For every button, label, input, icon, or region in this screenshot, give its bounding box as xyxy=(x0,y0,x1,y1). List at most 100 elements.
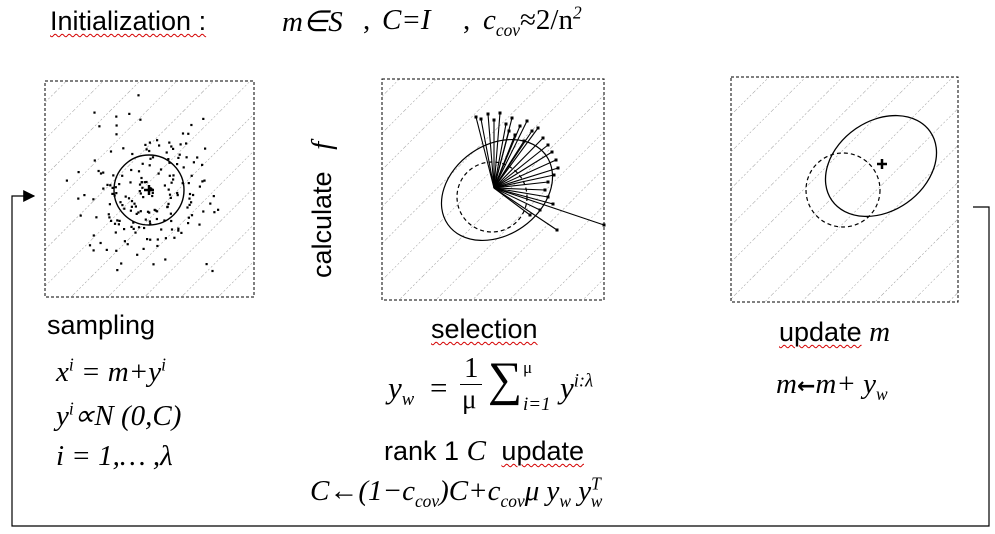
sep-2: , xyxy=(463,4,471,36)
sample-point xyxy=(177,229,180,232)
sample-point xyxy=(217,208,220,211)
sample-point xyxy=(102,187,105,190)
sample-point xyxy=(170,181,173,184)
sample-point xyxy=(143,181,146,184)
sample-point xyxy=(139,192,142,195)
sample-point xyxy=(181,182,184,185)
selected-point xyxy=(504,122,508,126)
sample-point xyxy=(133,202,136,205)
sample-point xyxy=(119,201,122,204)
sample-point xyxy=(83,194,86,197)
sample-point xyxy=(178,153,181,156)
sample-point xyxy=(168,193,172,196)
sample-point xyxy=(109,184,112,187)
sample-point xyxy=(163,219,166,222)
sample-point xyxy=(176,194,179,197)
sample-point xyxy=(97,169,100,173)
selection-vectors xyxy=(474,111,606,232)
sample-point xyxy=(65,179,68,182)
sample-point xyxy=(164,258,167,261)
sample-point xyxy=(146,238,149,241)
sample-point xyxy=(203,179,206,182)
sample-point xyxy=(111,186,114,189)
selected-point xyxy=(474,115,478,119)
sample-point xyxy=(167,158,170,161)
selection-vector xyxy=(493,137,544,189)
sample-point xyxy=(202,210,205,213)
sample-point xyxy=(88,244,92,247)
selection-vector xyxy=(493,181,549,189)
selected-point xyxy=(541,136,545,140)
sampling-points xyxy=(65,94,220,273)
sample-point xyxy=(182,166,185,169)
update-panel xyxy=(730,76,959,303)
sample-point xyxy=(155,217,158,221)
sample-point xyxy=(190,123,193,127)
selection-vector xyxy=(493,127,539,189)
selected-point xyxy=(510,116,514,120)
sample-point xyxy=(157,172,160,175)
update-m-label: update m xyxy=(779,316,891,348)
sample-point xyxy=(115,124,118,127)
sample-point xyxy=(181,132,185,135)
sample-point xyxy=(156,210,159,213)
sample-point xyxy=(185,156,188,159)
selection-label: selection xyxy=(431,314,538,344)
sample-point xyxy=(128,112,131,115)
c-cov-term: ccov≈2/n2 xyxy=(483,2,582,40)
selection-vector xyxy=(493,144,549,189)
selection-vector xyxy=(493,140,525,189)
sample-point xyxy=(132,221,135,224)
sample-point xyxy=(114,186,117,189)
sample-point xyxy=(93,111,96,114)
sample-point xyxy=(170,228,174,231)
selected-point xyxy=(602,223,606,227)
sample-point xyxy=(106,183,109,186)
sample-point xyxy=(140,181,144,184)
sample-point xyxy=(190,201,193,204)
sampling-eq-1: xi = m+yi xyxy=(56,354,167,388)
sample-point xyxy=(137,226,141,229)
sample-point xyxy=(123,240,126,243)
sample-point xyxy=(110,219,113,222)
selected-point xyxy=(518,124,522,128)
rank-one-update-label: rank 1 C update xyxy=(384,435,585,467)
sample-point xyxy=(160,228,163,231)
selection-vector xyxy=(493,167,559,189)
sample-point xyxy=(163,184,166,187)
sample-point xyxy=(180,231,183,234)
sampling-eq-2: yi∝N (0,C) xyxy=(56,398,182,432)
selected-point xyxy=(546,180,550,184)
selection-vector xyxy=(493,120,528,189)
selection-vector xyxy=(493,130,510,189)
sample-point xyxy=(190,174,193,177)
sample-point xyxy=(187,222,190,225)
sample-point xyxy=(211,269,214,273)
sample-point xyxy=(179,143,182,146)
sample-point xyxy=(138,183,142,186)
sampling-panel xyxy=(44,80,255,298)
sample-point xyxy=(142,196,145,199)
selection-vector xyxy=(493,159,557,189)
sample-point xyxy=(159,168,163,171)
sample-point xyxy=(137,211,140,214)
selected-point xyxy=(536,126,540,130)
selected-point xyxy=(525,119,529,123)
sample-point xyxy=(116,269,119,272)
update-old-circle xyxy=(805,152,881,228)
f-symbol: f xyxy=(306,141,338,150)
sample-point xyxy=(168,161,171,164)
sample-point xyxy=(154,209,157,212)
sample-point xyxy=(135,212,138,215)
sample-point xyxy=(144,143,147,146)
sample-point xyxy=(118,219,121,222)
selected-point xyxy=(530,129,534,133)
sample-point xyxy=(141,186,144,189)
sample-point xyxy=(132,227,135,230)
sample-point xyxy=(113,222,117,225)
sample-point xyxy=(127,197,131,200)
sample-point xyxy=(202,117,205,120)
sample-point xyxy=(176,191,179,195)
sample-point xyxy=(136,253,139,256)
sample-point xyxy=(99,241,102,245)
